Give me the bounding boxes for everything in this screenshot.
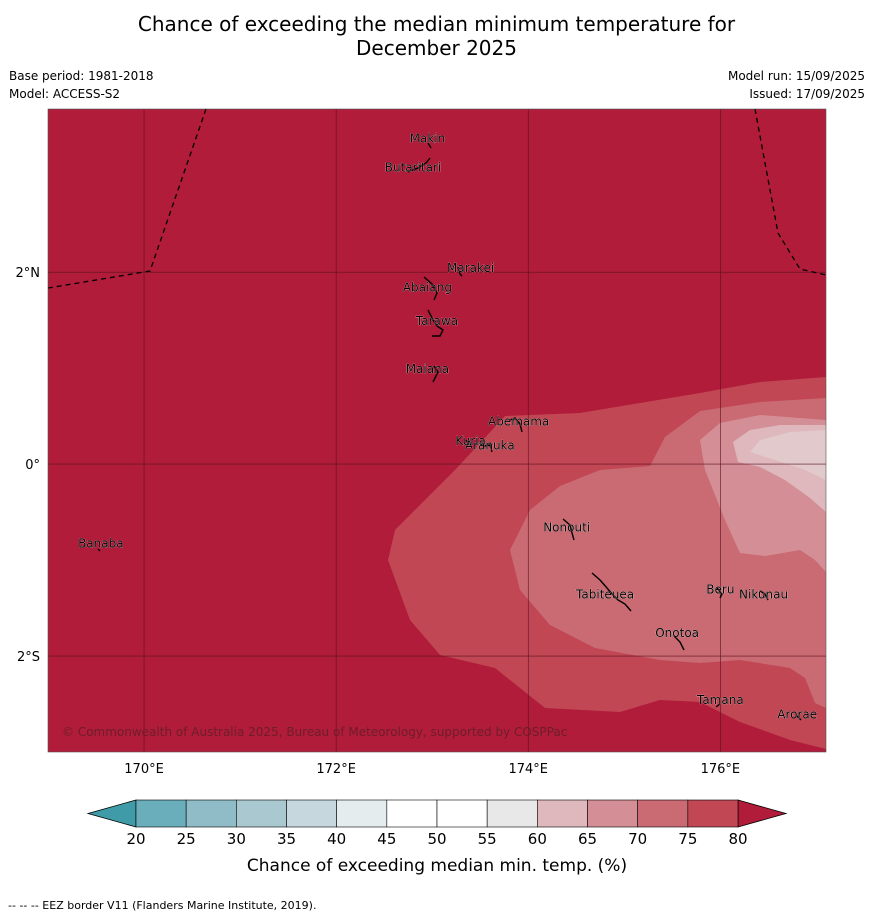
colorbar-tick-label: 40 — [327, 830, 346, 848]
place-label: Tarawa — [415, 314, 458, 328]
contour-55-60 — [733, 425, 826, 512]
colorbar-bin — [587, 799, 638, 828]
colorbar-bin — [185, 799, 237, 828]
base-period: Base period: 1981-2018 — [9, 69, 154, 83]
colorbar-tick-label: 35 — [277, 830, 296, 848]
colorbar-bin — [687, 799, 739, 828]
colorbar-bin — [386, 799, 438, 828]
lon-tick-label: 172°E — [316, 762, 356, 777]
map-panel — [48, 109, 826, 752]
place-label: Butaritari — [385, 160, 442, 174]
colorbar-tick-label: 25 — [177, 830, 196, 848]
place-label: Onotoa — [655, 626, 699, 640]
island-outlines — [97, 142, 802, 721]
colorbar-bin — [537, 799, 588, 828]
place-label: Aranuka — [465, 439, 515, 453]
colorbar-label: Chance of exceeding median min. temp. (%… — [247, 856, 627, 876]
place-label: Beru — [706, 583, 734, 597]
place-label: Kuria — [455, 434, 486, 448]
colorbar-bin — [637, 799, 689, 828]
lon-tick-label: 174°E — [508, 762, 548, 777]
colorbar-bin — [436, 799, 488, 828]
colorbar: 20 25 30 35 40 45 50 55 60 65 70 75 80 — [86, 799, 788, 848]
eez-border — [47, 108, 827, 289]
colorbar-tick-label: 55 — [478, 830, 497, 848]
place-label: Nonouti — [543, 520, 590, 534]
place-labels: Makin Butaritari Marakei Abaiang Tarawa Maian… — [78, 131, 817, 721]
copyright-text: © Commonwealth of Australia 2025, Bureau… — [62, 725, 567, 739]
colorbar-tick-label: 20 — [126, 830, 145, 848]
colorbar-bin — [336, 799, 388, 828]
colorbar-tick-label: 65 — [578, 830, 597, 848]
place-label: Abaiang — [403, 280, 452, 294]
meta-left: Base period: 1981-2018 Model: ACCESS-S2 — [9, 67, 154, 103]
place-label: Maiana — [406, 362, 449, 376]
colorbar-tick-label: 45 — [377, 830, 396, 848]
colorbar-high-extend — [737, 799, 788, 828]
place-label: Nikunau — [739, 587, 788, 601]
colorbar-tick-label: 60 — [528, 830, 547, 848]
colorbar-bin — [135, 799, 187, 828]
title-line-2: December 2025 — [356, 36, 517, 60]
place-label: Tabiteuea — [575, 587, 634, 601]
place-label: Tamana — [696, 693, 744, 707]
issued-date: Issued: 17/09/2025 — [749, 87, 865, 101]
colorbar-tick-label: 75 — [678, 830, 697, 848]
colorbar-bin — [236, 799, 287, 828]
map-frame — [47, 108, 827, 753]
colorbar-tick-label: 70 — [628, 830, 647, 848]
place-label: Arorae — [777, 707, 817, 721]
lat-tick-label: 2°N — [16, 266, 41, 281]
place-label: Abemama — [488, 415, 549, 429]
colorbar-tick-label: 30 — [227, 830, 246, 848]
colorbar-tick-label: 80 — [728, 830, 747, 848]
place-label: Makin — [410, 132, 446, 146]
eez-footnote: -- -- -- EEZ border V11 (Flanders Marine… — [8, 899, 317, 912]
lon-tick-label: 176°E — [701, 762, 741, 777]
lat-tick-label: 0° — [25, 458, 40, 473]
lat-tick-label: 2°S — [17, 650, 40, 665]
graticule — [48, 109, 826, 752]
model-run: Model run: 15/09/2025 — [727, 69, 865, 83]
map-title: Chance of exceeding the median minimum t… — [0, 12, 873, 60]
lon-tick-label: 170°E — [124, 762, 164, 777]
meta-right: Model run: 15/09/2025 Issued: 17/09/2025 — [728, 67, 865, 103]
contour-50-55 — [750, 430, 826, 480]
colorbar-bin — [286, 799, 337, 828]
axis-tick-labels: 170°E 172°E 174°E 176°E 2°N 0° 2°S — [16, 266, 741, 777]
title-line-1: Chance of exceeding the median minimum t… — [137, 12, 736, 36]
colorbar-tick-label: 50 — [427, 830, 446, 848]
place-label: Banaba — [78, 537, 124, 551]
colorbar-bin — [486, 799, 538, 828]
place-label: Marakei — [447, 261, 494, 275]
model-name: Model: ACCESS-S2 — [9, 87, 121, 101]
colorbar-low-extend — [86, 799, 137, 828]
